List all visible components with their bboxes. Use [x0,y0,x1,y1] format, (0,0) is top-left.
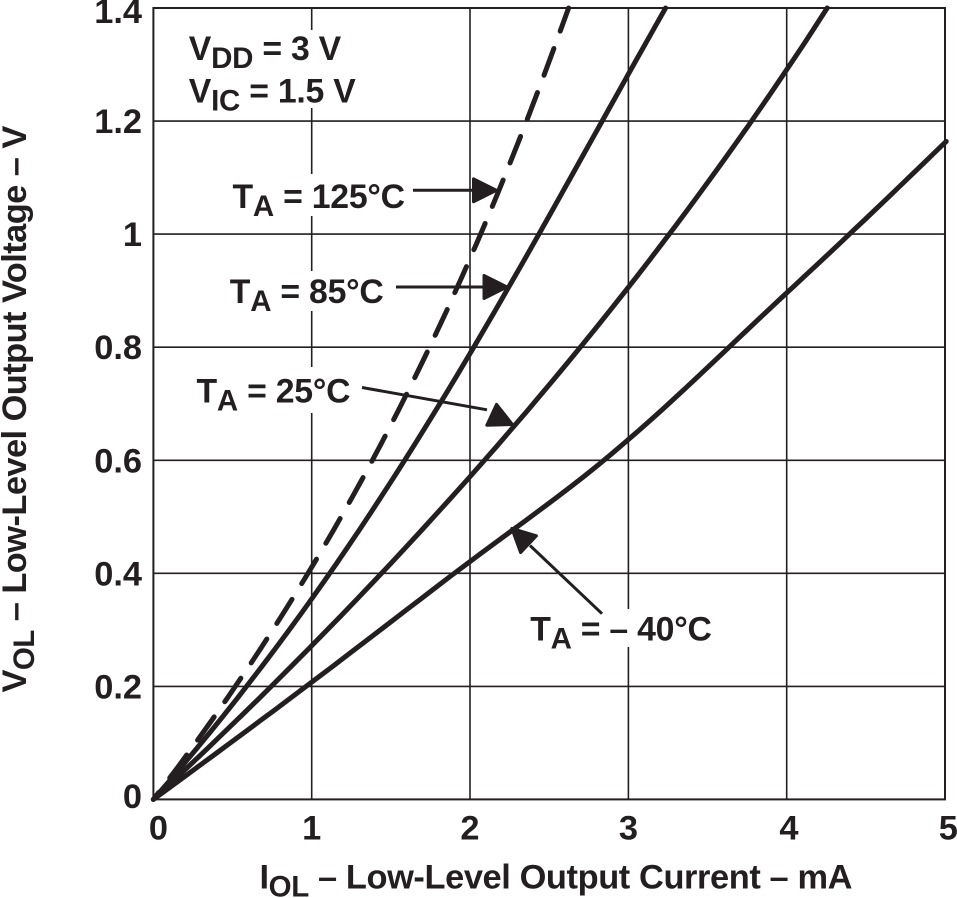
svg-text:4: 4 [779,810,798,848]
svg-text:IOL – Low-Level Output Current: IOL – Low-Level Output Current – mA [260,859,853,898]
svg-text:0.6: 0.6 [94,442,142,480]
svg-text:0.2: 0.2 [94,668,142,706]
svg-text:TA = 125°C: TA = 125°C [233,178,405,223]
svg-text:0.4: 0.4 [94,555,142,593]
svg-text:2: 2 [460,810,479,848]
svg-text:5: 5 [939,810,957,848]
svg-text:0: 0 [123,778,142,816]
svg-text:0: 0 [149,810,168,848]
svg-text:1: 1 [302,810,321,848]
svg-text:1: 1 [123,216,142,254]
svg-text:3: 3 [619,810,638,848]
svg-text:0.8: 0.8 [94,329,142,367]
svg-text:TA = – 40°C: TA = – 40°C [530,611,711,656]
svg-text:1.2: 1.2 [94,103,142,141]
svg-text:1.4: 1.4 [94,0,142,31]
